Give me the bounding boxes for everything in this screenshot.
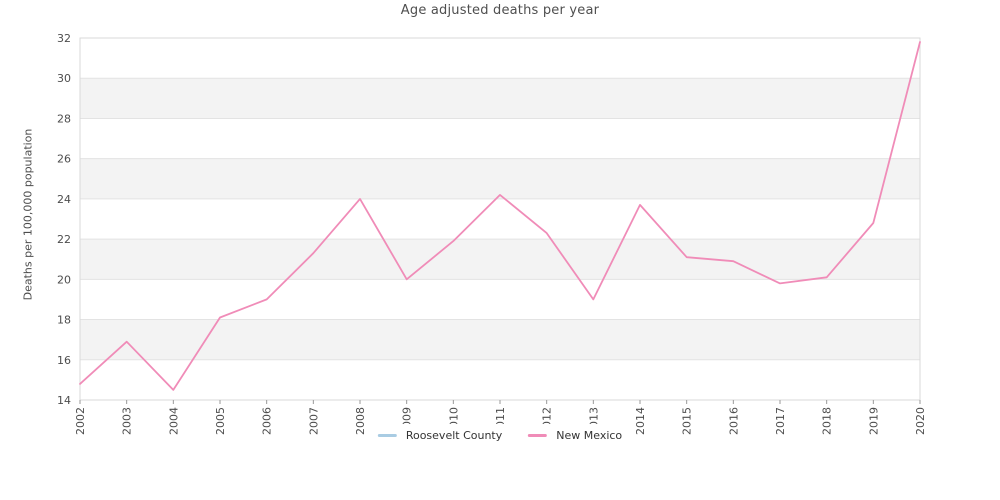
x-tick-label: 2018: [821, 407, 834, 435]
legend: Roosevelt County New Mexico: [367, 424, 633, 447]
x-tick-label: 2006: [261, 407, 274, 435]
x-tick-label: 2015: [681, 407, 694, 435]
x-tick-label: 2017: [774, 407, 787, 435]
x-tick-label: 2016: [727, 407, 740, 435]
x-tick-label: 2003: [121, 407, 134, 435]
y-tick-label: 26: [57, 153, 71, 166]
legend-item-new-mexico: New Mexico: [528, 429, 622, 442]
y-tick-label: 22: [57, 233, 71, 246]
x-tick-label: 2019: [867, 407, 880, 435]
y-tick-label: 32: [57, 32, 71, 45]
plot-band: [80, 158, 920, 199]
x-tick-label: 2008: [354, 407, 367, 435]
plot-band: [80, 319, 920, 360]
legend-label-new-mexico: New Mexico: [556, 429, 623, 442]
series-line-1: [79, 41, 921, 391]
x-tick-label: 2014: [634, 407, 647, 435]
legend-marker-roosevelt-county-icon: [377, 434, 397, 437]
y-tick-label: 14: [57, 394, 71, 407]
x-tick-label: 2020: [914, 407, 927, 435]
plot-band: [80, 239, 920, 280]
x-tick-label: 2005: [214, 407, 227, 435]
y-tick-label: 18: [57, 314, 71, 327]
chart-title: Age adjusted deaths per year: [400, 3, 600, 18]
legend-label-roosevelt-county: Roosevelt County: [405, 429, 503, 442]
y-tick-label: 20: [57, 273, 71, 286]
x-tick-label: 2007: [307, 407, 320, 435]
y-tick-label: 16: [57, 354, 71, 367]
x-tick-label: 2004: [167, 407, 180, 435]
legend-marker-new-mexico-icon: [528, 434, 548, 437]
legend-item-roosevelt-county: Roosevelt County: [377, 429, 503, 442]
y-tick-label: 24: [57, 193, 71, 206]
y-tick-label: 28: [57, 112, 71, 125]
y-tick-label: 30: [57, 72, 71, 85]
plot-band: [80, 78, 920, 119]
x-tick-label: 2002: [74, 407, 87, 435]
